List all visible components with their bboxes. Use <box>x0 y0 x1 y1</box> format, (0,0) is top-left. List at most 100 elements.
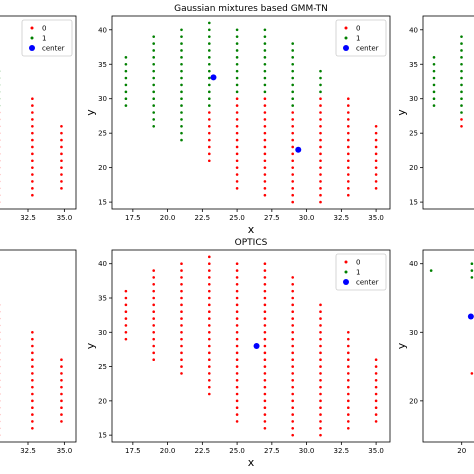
data-point-cluster-1 <box>235 62 239 66</box>
data-point-cluster-0 <box>208 324 211 327</box>
data-point-cluster-1 <box>180 28 183 32</box>
x-tick-label: 22.5 <box>195 447 211 455</box>
data-point-cluster-1 <box>180 62 183 66</box>
data-point-cluster-0 <box>235 269 239 272</box>
data-point-cluster-0 <box>291 173 295 176</box>
data-point-cluster-1 <box>460 49 463 52</box>
data-point-cluster-0 <box>263 269 267 272</box>
data-point-cluster-0 <box>374 124 378 128</box>
data-point-cluster-1 <box>263 42 267 45</box>
axes-frame <box>111 249 391 443</box>
y-tick-label: 30 <box>98 329 107 337</box>
data-point-cluster-0 <box>235 180 239 183</box>
data-point-cluster-0 <box>470 372 474 375</box>
data-point-cluster-0 <box>235 145 239 149</box>
cluster-center-point <box>467 313 474 320</box>
data-point-cluster-0 <box>208 159 211 163</box>
data-point-cluster-0 <box>180 296 183 300</box>
data-point-cluster-0 <box>180 282 183 286</box>
data-point-cluster-0 <box>263 413 267 416</box>
points-layer <box>432 35 463 128</box>
legend-entry-label: 1 <box>42 35 46 43</box>
data-point-cluster-0 <box>291 180 295 183</box>
data-point-cluster-1 <box>180 76 183 80</box>
data-point-cluster-1 <box>124 104 128 107</box>
data-point-cluster-1 <box>152 83 155 87</box>
data-point-cluster-1 <box>432 97 436 101</box>
data-point-cluster-0 <box>291 131 295 135</box>
data-point-cluster-0 <box>235 392 239 396</box>
data-point-cluster-0 <box>31 193 34 197</box>
x-axis-label: x <box>248 456 255 469</box>
data-point-cluster-0 <box>208 310 211 314</box>
data-point-cluster-1 <box>208 76 211 80</box>
data-point-cluster-1 <box>208 62 211 66</box>
data-point-cluster-1 <box>180 42 183 45</box>
data-point-cluster-0 <box>180 330 183 334</box>
data-point-cluster-0 <box>263 310 267 314</box>
data-point-cluster-0 <box>291 276 295 279</box>
data-point-cluster-0 <box>208 365 211 368</box>
x-tick-label: 25.0 <box>229 214 245 222</box>
data-point-cluster-0 <box>31 138 34 142</box>
legend: 0 1 center <box>21 19 73 57</box>
data-point-cluster-0 <box>31 159 34 163</box>
data-point-cluster-0 <box>124 330 128 334</box>
data-point-cluster-1 <box>263 28 267 32</box>
data-point-cluster-0 <box>347 180 350 183</box>
data-point-cluster-0 <box>319 426 322 430</box>
data-point-cluster-0 <box>152 351 155 355</box>
data-point-cluster-0 <box>31 385 34 389</box>
data-point-cluster-1 <box>152 97 155 101</box>
data-point-cluster-0 <box>235 303 239 307</box>
data-point-cluster-0 <box>235 351 239 355</box>
data-point-cluster-1 <box>124 76 128 80</box>
axes-frame <box>422 15 474 210</box>
data-point-cluster-0 <box>374 131 378 135</box>
data-point-cluster-0 <box>235 296 239 300</box>
data-point-cluster-1 <box>152 62 155 66</box>
data-point-cluster-0 <box>208 372 211 375</box>
data-point-cluster-0 <box>291 310 295 314</box>
data-point-cluster-0 <box>347 365 350 368</box>
data-point-cluster-0 <box>374 385 378 389</box>
data-point-cluster-0 <box>374 138 378 142</box>
data-point-cluster-0 <box>319 310 322 314</box>
data-point-cluster-0 <box>263 351 267 355</box>
data-point-cluster-0 <box>263 159 267 163</box>
x-tick-label: 20.0 <box>160 214 176 222</box>
legend-marker <box>343 45 349 51</box>
data-point-cluster-0 <box>208 138 211 142</box>
data-point-cluster-0 <box>31 426 34 430</box>
data-point-cluster-0 <box>347 97 350 101</box>
data-point-cluster-0 <box>60 413 63 416</box>
data-point-cluster-1 <box>180 111 183 114</box>
data-point-cluster-1 <box>263 35 267 38</box>
data-point-cluster-0 <box>263 282 267 286</box>
data-point-cluster-1 <box>235 69 239 73</box>
data-point-cluster-0 <box>263 111 267 114</box>
data-point-cluster-0 <box>291 187 295 190</box>
data-point-cluster-1 <box>460 69 463 73</box>
data-point-cluster-0 <box>60 358 63 362</box>
data-point-cluster-0 <box>263 180 267 183</box>
data-point-cluster-1 <box>291 97 295 101</box>
data-point-cluster-1 <box>291 83 295 87</box>
data-point-cluster-0 <box>319 372 322 375</box>
data-point-cluster-0 <box>263 276 267 279</box>
data-point-cluster-1 <box>124 97 128 101</box>
data-point-cluster-0 <box>374 159 378 163</box>
data-point-cluster-0 <box>235 276 239 279</box>
data-point-cluster-0 <box>235 138 239 142</box>
data-point-cluster-1 <box>460 62 463 66</box>
data-point-cluster-0 <box>235 399 239 403</box>
data-point-cluster-0 <box>263 399 267 403</box>
data-point-cluster-0 <box>319 433 322 437</box>
legend-entry-label: 1 <box>356 35 360 43</box>
data-point-cluster-0 <box>235 378 239 382</box>
data-point-cluster-0 <box>347 413 350 416</box>
data-point-cluster-0 <box>319 159 322 163</box>
data-point-cluster-0 <box>124 337 128 341</box>
data-point-cluster-0 <box>319 166 322 169</box>
